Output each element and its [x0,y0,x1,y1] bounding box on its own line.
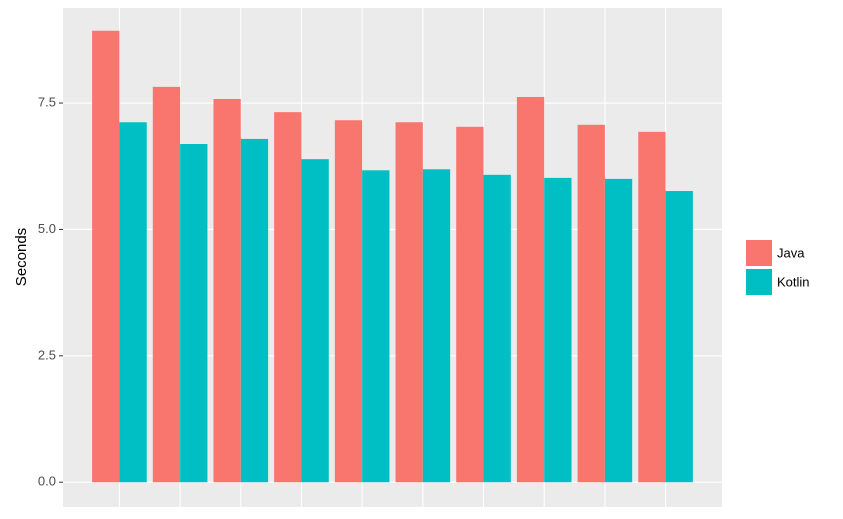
bar [92,30,120,483]
bar [213,99,241,483]
bar [334,120,363,483]
y-tick-label: 7.5 [38,94,56,109]
legend-label: Java [777,245,805,260]
bar [577,124,605,483]
y-tick-label: 0.0 [38,474,56,489]
y-axis-label: Seconds [13,228,30,286]
bar [456,126,484,483]
y-tick-label: 5.0 [38,221,56,236]
bar [638,131,666,483]
legend-key [746,269,772,295]
bar [604,178,633,483]
bar [152,86,181,483]
bar [362,170,390,483]
bar [119,122,147,483]
bar [544,177,572,483]
bar [516,96,545,483]
bar [240,138,269,483]
y-tick-label: 2.5 [38,347,56,362]
bar [274,112,302,483]
bar [483,174,511,483]
bar [665,191,693,483]
bar [301,159,329,483]
legend-label: Kotlin [777,274,810,289]
bar [395,122,423,483]
legend-key [746,240,772,266]
bar [180,143,208,483]
bar [422,169,451,483]
